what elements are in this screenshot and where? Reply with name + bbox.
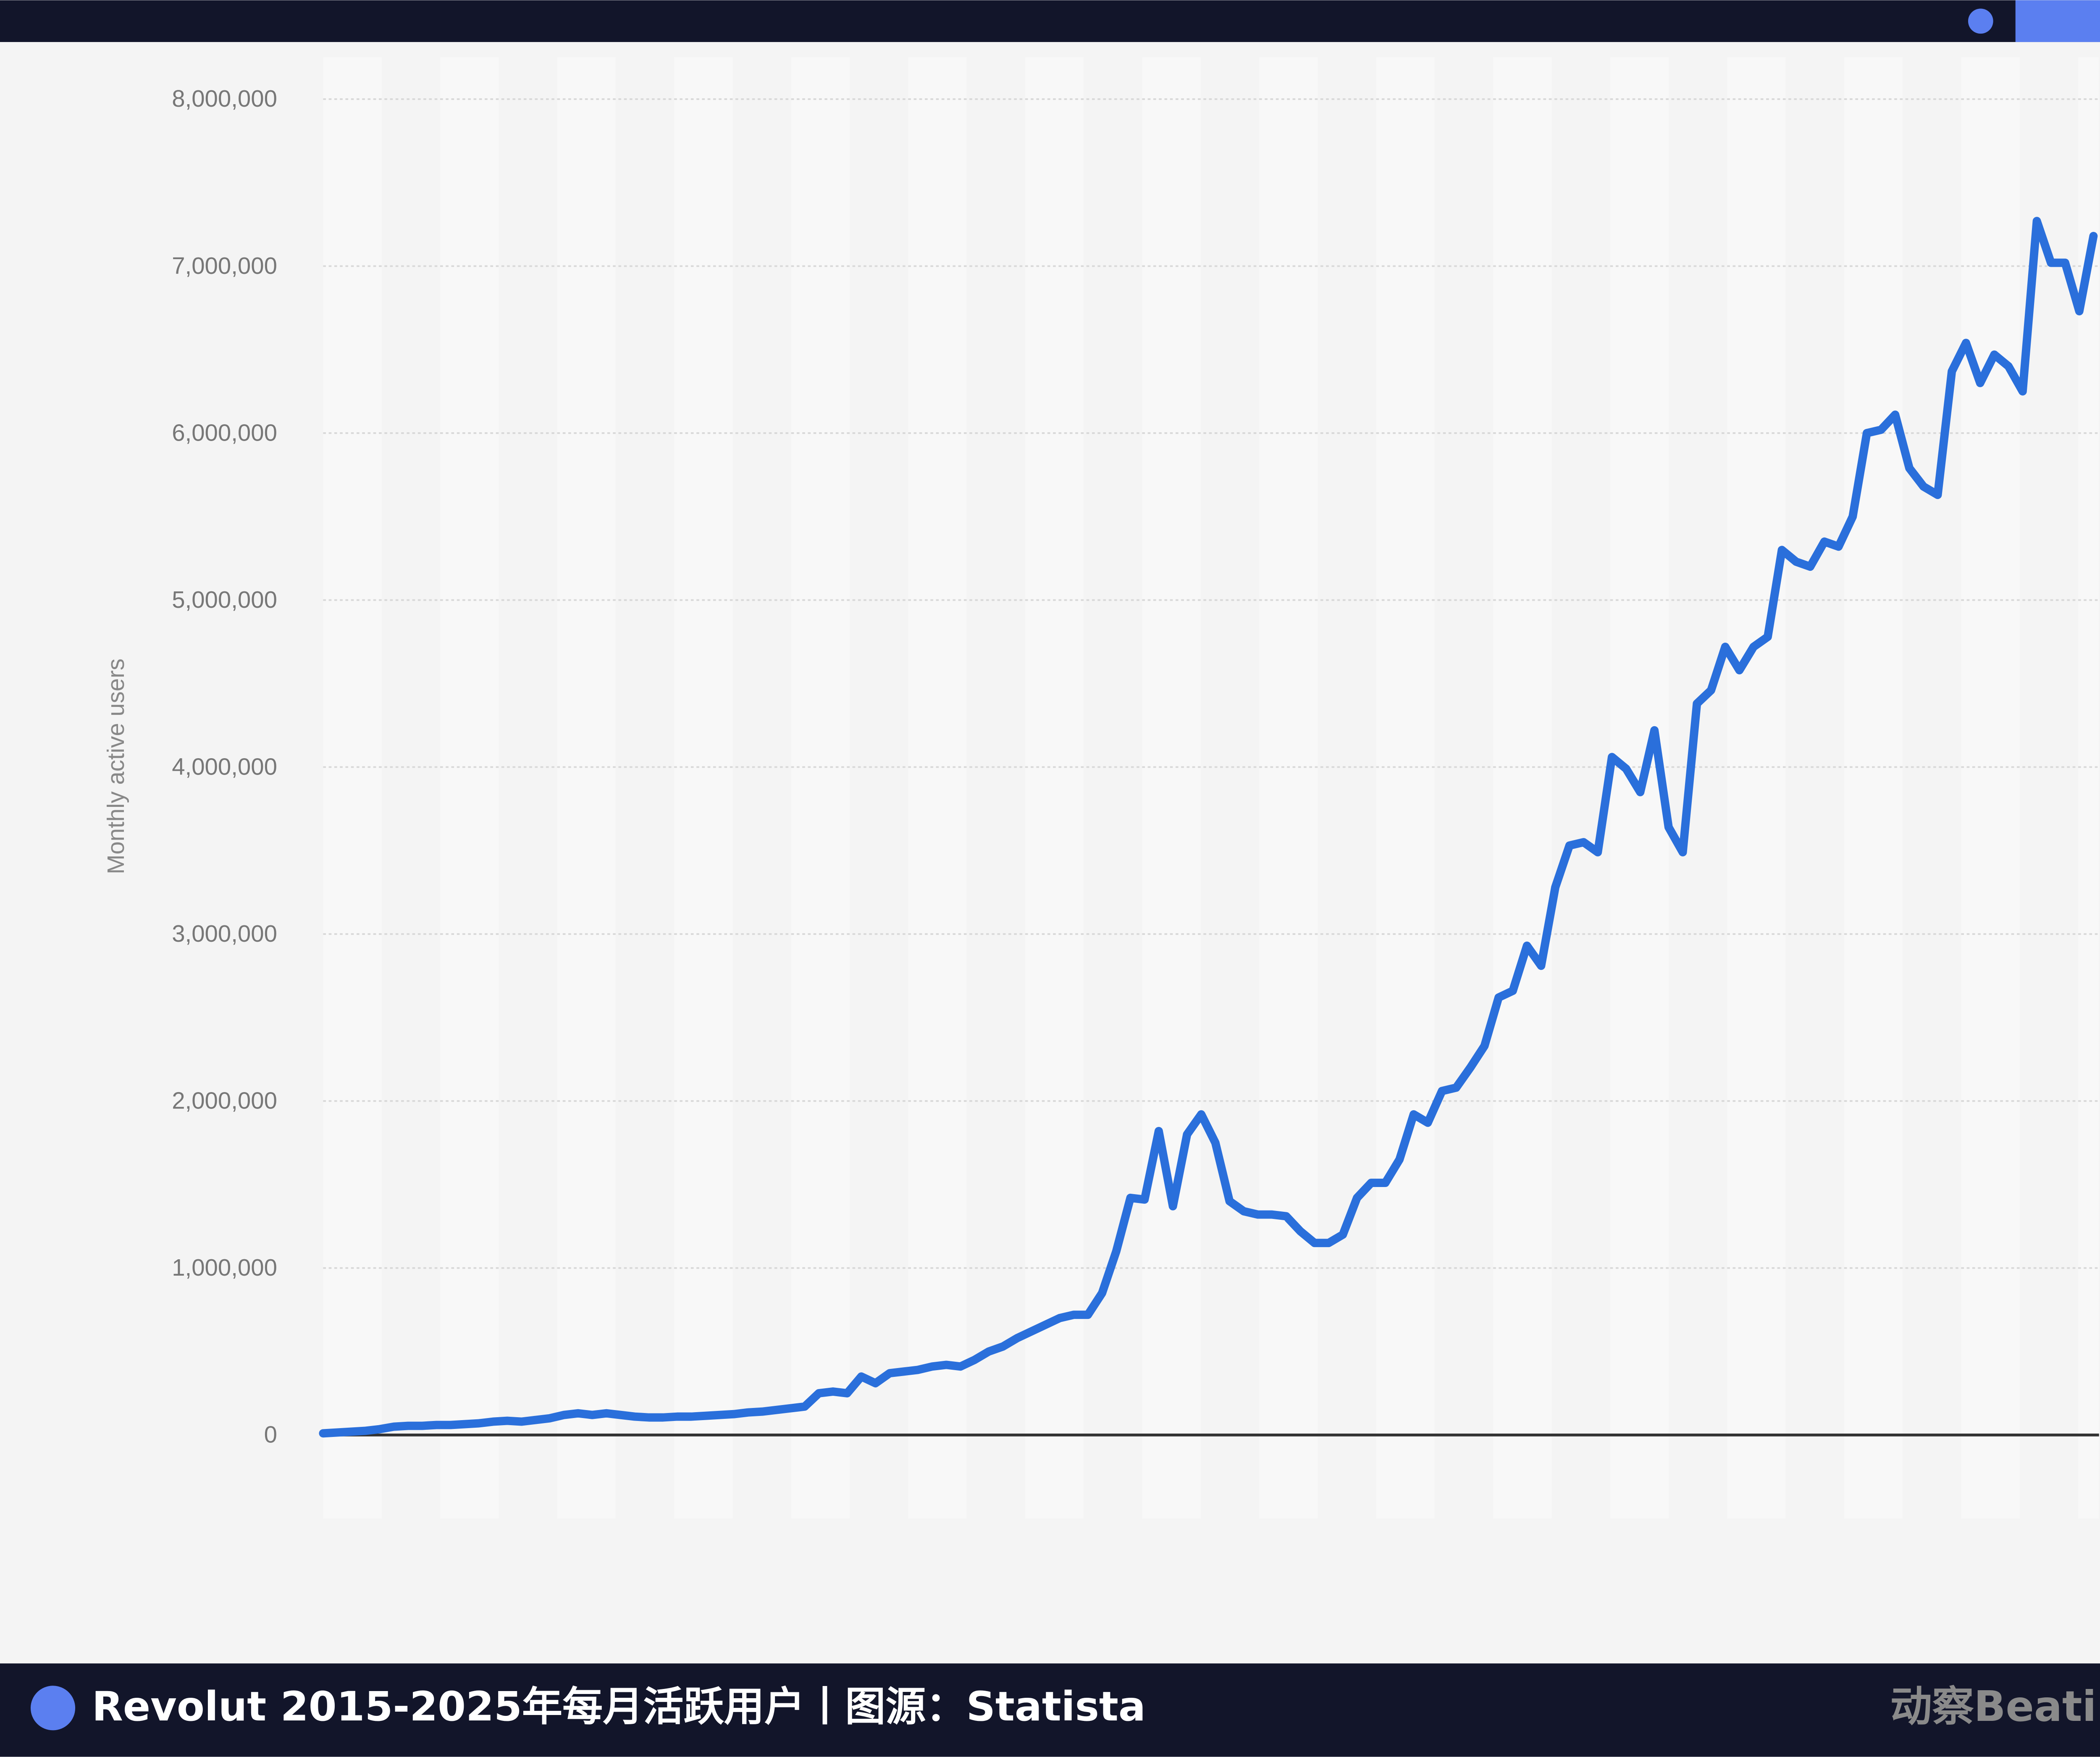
y-tick-label: 0 <box>264 1421 277 1448</box>
column-stripe <box>440 57 499 1519</box>
column-stripe <box>1493 57 1552 1519</box>
footer-dot <box>30 1686 76 1731</box>
column-stripe <box>1961 57 2020 1519</box>
data-line <box>319 217 2098 1438</box>
column-stripe <box>674 57 733 1519</box>
column-stripe <box>908 57 967 1519</box>
top-tab <box>2015 0 2100 42</box>
y-tick-label: 3,000,000 <box>172 920 277 947</box>
y-tick-label: 4,000,000 <box>172 753 277 780</box>
y-tick-label: 8,000,000 <box>172 85 277 112</box>
footer-bar <box>0 1663 2100 1757</box>
y-tick-label: 7,000,000 <box>172 252 277 279</box>
caption: Revolut 2015-2025年每月活跃用户丨图源：Statista <box>92 1683 1146 1730</box>
top-bar <box>0 0 2100 42</box>
column-stripe <box>1142 57 1201 1519</box>
top-dot <box>1968 8 1993 34</box>
column-stripe <box>1376 57 1435 1519</box>
column-stripe <box>791 57 850 1519</box>
column-stripe <box>1259 57 1318 1519</box>
y-axis-title: Monthly active users <box>102 659 129 875</box>
column-stripe <box>323 57 382 1519</box>
y-tick-label: 5,000,000 <box>172 586 277 613</box>
watermark: 动察Beating <box>1890 1683 2100 1731</box>
column-stripe <box>1025 57 1084 1519</box>
y-tick-label: 2,000,000 <box>172 1087 277 1114</box>
column-stripe <box>1727 57 1786 1519</box>
column-stripe <box>557 57 616 1519</box>
y-tick-label: 1,000,000 <box>172 1254 277 1281</box>
y-tick-label: 6,000,000 <box>172 419 277 446</box>
column-stripe <box>1844 57 1903 1519</box>
